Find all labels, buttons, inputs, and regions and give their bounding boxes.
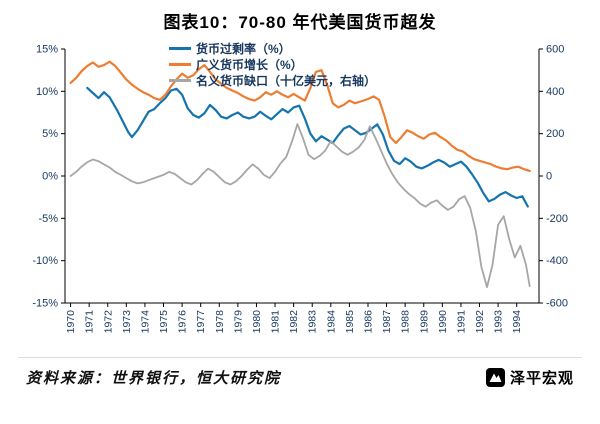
svg-text:1986: 1986	[362, 310, 374, 334]
svg-text:1976: 1976	[177, 310, 189, 334]
legend-swatch	[169, 47, 191, 50]
svg-text:1979: 1979	[232, 310, 244, 334]
svg-text:1978: 1978	[214, 310, 226, 334]
legend-item: 广义货币增长（%）	[169, 57, 376, 72]
svg-text:1973: 1973	[121, 310, 133, 334]
svg-text:-400: -400	[546, 255, 568, 267]
svg-text:1970: 1970	[65, 310, 77, 334]
brand-logo: 泽平宏观	[485, 367, 574, 388]
line-chart: 15% 10% 5% 0% -5% -10% -15% 600 400 200 0 -200 -400 -…	[32, 44, 568, 334]
svg-text:1991: 1991	[455, 310, 467, 334]
svg-text:1983: 1983	[307, 310, 319, 334]
brand-logo-icon	[485, 368, 505, 387]
svg-text:15%: 15%	[36, 44, 58, 56]
legend-swatch	[169, 63, 191, 66]
svg-text:1988: 1988	[400, 310, 412, 334]
svg-text:5%: 5%	[42, 128, 58, 140]
svg-text:400: 400	[546, 86, 564, 98]
svg-text:10%: 10%	[36, 86, 58, 98]
svg-text:1981: 1981	[270, 310, 282, 334]
svg-text:1975: 1975	[158, 310, 170, 334]
legend-swatch	[169, 79, 191, 82]
svg-text:1987: 1987	[381, 310, 393, 334]
legend: 货币过剩率（%） 广义货币增长（%） 名义货币缺口（十亿美元，右轴）	[169, 41, 376, 88]
svg-text:1989: 1989	[418, 310, 430, 334]
svg-text:-5%: -5%	[38, 213, 58, 225]
svg-text:1972: 1972	[102, 310, 114, 334]
svg-text:1982: 1982	[288, 310, 300, 334]
svg-text:1980: 1980	[251, 310, 263, 334]
svg-text:1971: 1971	[84, 310, 96, 334]
svg-text:1984: 1984	[325, 310, 337, 334]
svg-text:-600: -600	[546, 298, 568, 310]
source-note: 资料来源：世界银行，恒大研究院	[26, 371, 282, 387]
brand-logo-text: 泽平宏观	[509, 370, 574, 387]
svg-text:1993: 1993	[493, 310, 505, 334]
svg-text:0: 0	[546, 171, 552, 183]
svg-text:-15%: -15%	[32, 298, 58, 310]
footer: 资料来源：世界银行，恒大研究院 泽平宏观	[18, 357, 582, 388]
svg-text:1977: 1977	[195, 310, 207, 334]
svg-text:1990: 1990	[437, 310, 449, 334]
legend-label: 广义货币增长（%）	[196, 58, 303, 72]
legend-item: 名义货币缺口（十亿美元，右轴）	[169, 73, 376, 88]
legend-item: 货币过剩率（%）	[169, 41, 376, 56]
svg-text:-10%: -10%	[32, 255, 58, 267]
page-title: 图表10：70-80 年代美国货币超发	[163, 13, 437, 32]
legend-label: 货币过剩率（%）	[196, 42, 291, 56]
svg-text:1992: 1992	[474, 310, 486, 334]
svg-text:200: 200	[546, 128, 564, 140]
svg-text:1985: 1985	[344, 310, 356, 334]
svg-text:1974: 1974	[139, 310, 151, 334]
svg-text:-200: -200	[546, 213, 568, 225]
svg-text:0%: 0%	[42, 171, 58, 183]
chart-area: 15% 10% 5% 0% -5% -10% -15% 600 400 200 0 -200 -400 -…	[19, 35, 581, 351]
svg-text:600: 600	[546, 44, 564, 56]
svg-text:1994: 1994	[511, 310, 523, 334]
legend-label: 名义货币缺口（十亿美元，右轴）	[196, 74, 377, 88]
